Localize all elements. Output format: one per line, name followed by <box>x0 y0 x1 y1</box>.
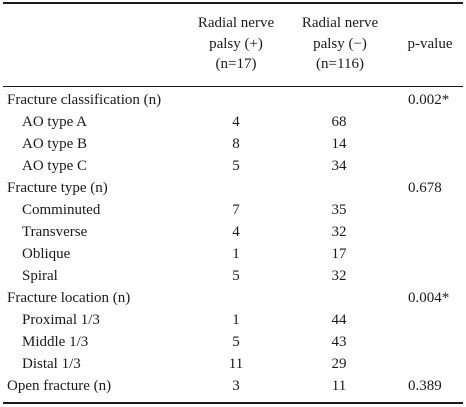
header-p-value: p-value <box>398 34 462 55</box>
table-row-subitem: Proximal 1/3 1 44 <box>0 309 466 331</box>
cell-palsy-negative: 32 <box>331 224 347 240</box>
row-label: Oblique <box>22 246 71 262</box>
header-palsy-positive: Radial nerve palsy (+) (n=17) <box>178 13 294 75</box>
cell-palsy-negative: 29 <box>331 356 347 372</box>
cell-palsy-negative: 44 <box>331 312 347 328</box>
cell-palsy-negative: 11 <box>331 378 347 394</box>
row-label: Proximal 1/3 <box>22 312 100 328</box>
table-row-subitem: AO type C 5 34 <box>0 155 466 177</box>
table-row-subitem: Oblique 1 17 <box>0 243 466 265</box>
table-row-category: Open fracture (n) 3 11 0.389 <box>0 375 466 397</box>
cell-p-value: 0.002* <box>408 92 450 108</box>
header-line: Radial nerve <box>301 15 379 31</box>
table-row-subitem: Comminuted 7 35 <box>0 199 466 221</box>
table-row-subitem: Spiral 5 32 <box>0 265 466 287</box>
row-label: Transverse <box>22 224 88 240</box>
cell-palsy-positive: 1 <box>232 246 240 262</box>
table-row-subitem: AO type B 8 14 <box>0 133 466 155</box>
table-row-category: Fracture location (n) 0.004* <box>0 287 466 309</box>
cell-p-value: 0.004* <box>408 290 450 306</box>
table-bottom-rule <box>3 402 463 404</box>
header-line: palsy (+) <box>209 35 263 52</box>
table-row-subitem: Middle 1/3 5 43 <box>0 331 466 353</box>
header-line: Radial nerve <box>197 15 275 31</box>
cell-palsy-negative: 32 <box>331 268 347 284</box>
row-label: AO type B <box>22 136 87 152</box>
row-label: Open fracture (n) <box>7 378 112 394</box>
cell-palsy-positive: 5 <box>232 158 240 174</box>
row-label: Comminuted <box>22 202 101 218</box>
table-row-category: Fracture classification (n) 0.002* <box>0 89 466 111</box>
header-line: (n=116) <box>316 56 364 72</box>
row-label: AO type C <box>22 158 87 174</box>
row-label: Distal 1/3 <box>22 356 81 372</box>
cell-palsy-positive: 5 <box>232 334 240 350</box>
cell-palsy-positive: 8 <box>232 136 240 152</box>
table-row-category: Fracture type (n) 0.678 <box>0 177 466 199</box>
row-label: Fracture classification (n) <box>7 92 162 108</box>
header-line: p-value <box>407 36 453 52</box>
header-line: palsy (−) <box>313 35 367 52</box>
cell-palsy-negative: 43 <box>331 334 347 350</box>
table-top-rule <box>3 2 463 4</box>
cell-palsy-positive: 11 <box>228 356 244 372</box>
row-label: Fracture location (n) <box>7 290 131 306</box>
cell-palsy-positive: 5 <box>232 268 240 284</box>
table-row-subitem: AO type A 4 68 <box>0 111 466 133</box>
header-line: (n=17) <box>215 56 257 72</box>
row-label: Spiral <box>22 268 58 284</box>
header-bottom-rule <box>3 86 463 87</box>
header-palsy-negative: Radial nerve palsy (−) (n=116) <box>282 13 398 75</box>
table-row-subitem: Distal 1/3 11 29 <box>0 353 466 375</box>
cell-palsy-negative: 35 <box>331 202 347 218</box>
cell-palsy-positive: 4 <box>232 224 240 240</box>
table-row-subitem: Transverse 4 32 <box>0 221 466 243</box>
cell-palsy-positive: 3 <box>232 378 240 394</box>
row-label: AO type A <box>22 114 87 130</box>
row-label: Middle 1/3 <box>22 334 89 350</box>
cell-p-value: 0.678 <box>408 180 442 196</box>
cell-palsy-positive: 1 <box>232 312 240 328</box>
cell-p-value: 0.389 <box>408 378 442 394</box>
cell-palsy-negative: 34 <box>331 158 347 174</box>
cell-palsy-negative: 68 <box>331 114 347 130</box>
cell-palsy-positive: 7 <box>232 202 240 218</box>
cell-palsy-negative: 17 <box>331 246 347 262</box>
cell-palsy-positive: 4 <box>232 114 240 130</box>
cell-palsy-negative: 14 <box>331 136 347 152</box>
row-label: Fracture type (n) <box>7 180 108 196</box>
